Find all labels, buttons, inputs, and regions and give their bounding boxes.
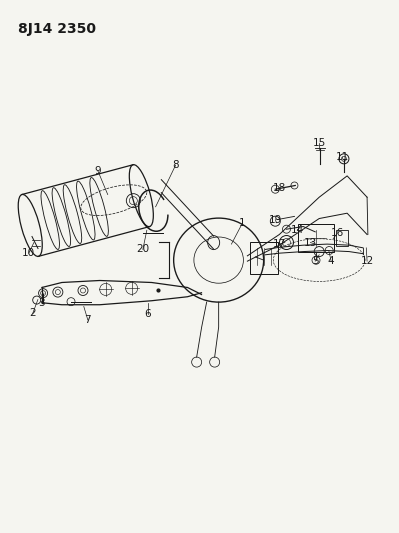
Text: 13: 13 (304, 238, 317, 247)
Text: 16: 16 (330, 229, 344, 238)
Text: 12: 12 (360, 256, 374, 266)
Text: 7: 7 (85, 315, 91, 325)
Text: 10: 10 (22, 248, 35, 258)
Text: 19: 19 (269, 215, 282, 224)
Text: 14: 14 (290, 225, 304, 235)
Text: 8J14 2350: 8J14 2350 (18, 22, 96, 36)
Text: 5: 5 (312, 256, 318, 266)
Text: 18: 18 (273, 183, 286, 192)
Text: 3: 3 (39, 298, 45, 308)
Text: 11: 11 (336, 152, 349, 162)
Text: 15: 15 (312, 138, 326, 148)
Text: 6: 6 (144, 310, 151, 319)
Text: 4: 4 (328, 256, 334, 266)
Text: 17: 17 (273, 239, 286, 249)
Text: 8: 8 (172, 160, 179, 170)
Text: 20: 20 (136, 245, 149, 254)
Text: 2: 2 (30, 309, 36, 318)
Text: 9: 9 (95, 166, 101, 175)
Text: 1: 1 (239, 218, 246, 228)
